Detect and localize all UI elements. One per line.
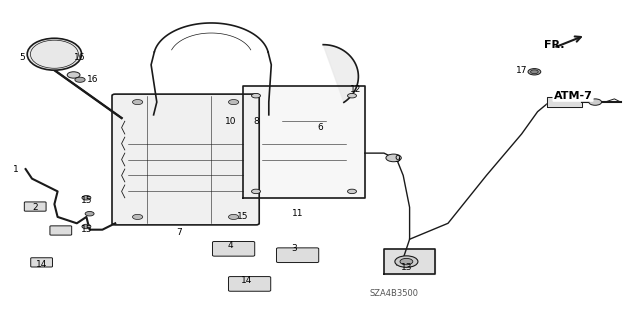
- Text: 2: 2: [33, 203, 38, 212]
- Text: FR.: FR.: [544, 40, 564, 50]
- Text: 16: 16: [87, 75, 99, 84]
- Circle shape: [85, 211, 94, 216]
- Circle shape: [82, 196, 91, 200]
- Text: 17: 17: [516, 66, 527, 75]
- Circle shape: [228, 214, 239, 219]
- Polygon shape: [243, 86, 365, 198]
- Circle shape: [348, 93, 356, 98]
- FancyBboxPatch shape: [112, 94, 259, 225]
- Text: 5: 5: [20, 53, 25, 62]
- Text: 4: 4: [228, 241, 233, 250]
- Circle shape: [67, 72, 80, 78]
- Text: 8: 8: [253, 117, 259, 126]
- Polygon shape: [547, 97, 582, 107]
- Text: 7: 7: [177, 228, 182, 237]
- Polygon shape: [323, 45, 358, 102]
- Text: 15: 15: [81, 225, 92, 234]
- Text: 16: 16: [74, 53, 86, 62]
- Text: SZA4B3500: SZA4B3500: [369, 289, 418, 298]
- Text: 13: 13: [401, 263, 412, 272]
- Ellipse shape: [28, 38, 82, 70]
- Circle shape: [132, 100, 143, 105]
- Text: 14: 14: [241, 276, 252, 285]
- Polygon shape: [384, 249, 435, 274]
- Text: 15: 15: [81, 197, 92, 205]
- Text: 14: 14: [36, 260, 47, 269]
- FancyBboxPatch shape: [212, 241, 255, 256]
- Circle shape: [395, 256, 418, 267]
- Text: 6: 6: [317, 123, 323, 132]
- Text: 15: 15: [237, 212, 249, 221]
- FancyBboxPatch shape: [31, 258, 52, 267]
- Text: 10: 10: [225, 117, 236, 126]
- Text: 12: 12: [349, 85, 361, 94]
- Circle shape: [348, 189, 356, 194]
- Circle shape: [82, 224, 91, 229]
- FancyBboxPatch shape: [228, 277, 271, 291]
- Text: 11: 11: [292, 209, 303, 218]
- Text: ATM-7: ATM-7: [554, 91, 593, 101]
- Circle shape: [400, 258, 413, 265]
- Circle shape: [528, 69, 541, 75]
- Circle shape: [132, 214, 143, 219]
- FancyBboxPatch shape: [24, 202, 46, 211]
- Circle shape: [75, 77, 85, 82]
- Circle shape: [386, 154, 401, 162]
- Circle shape: [228, 100, 239, 105]
- Text: 1: 1: [13, 165, 19, 174]
- Circle shape: [252, 93, 260, 98]
- FancyBboxPatch shape: [276, 248, 319, 263]
- Circle shape: [531, 70, 538, 74]
- FancyBboxPatch shape: [50, 226, 72, 235]
- Circle shape: [252, 189, 260, 194]
- Text: 3: 3: [292, 244, 297, 253]
- Text: 9: 9: [394, 155, 399, 164]
- Circle shape: [589, 99, 602, 105]
